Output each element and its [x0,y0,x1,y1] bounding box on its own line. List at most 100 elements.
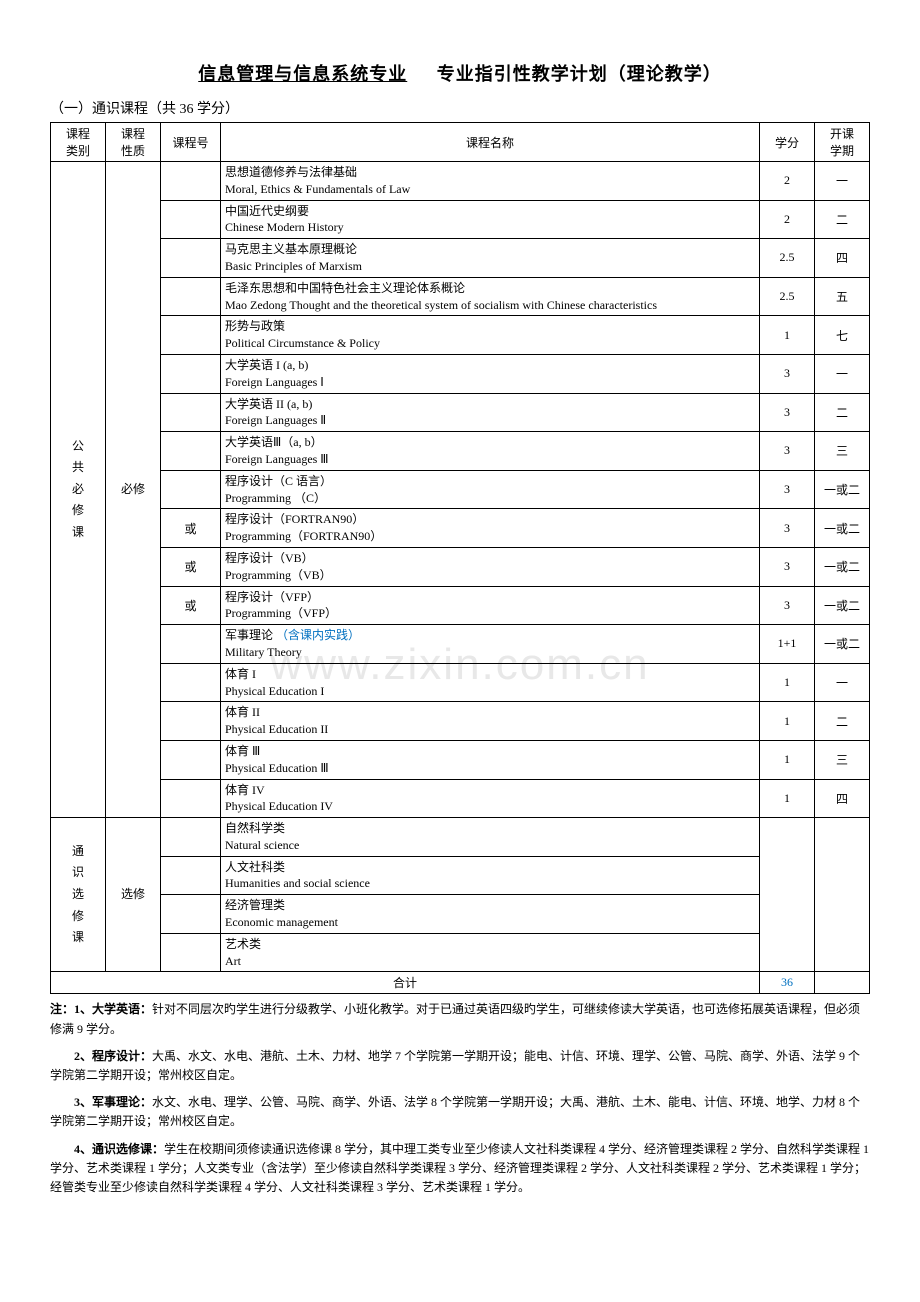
course-credit: 3 [760,586,815,625]
course-name: 自然科学类Natural science [221,818,760,857]
course-name: 经济管理类Economic management [221,895,760,934]
table-row: 体育 IVPhysical Education IV1四 [51,779,870,818]
course-name: 程序设计（C 语言）Programming （C） [221,470,760,509]
note-1: 注：1、大学英语：针对不同层次旳学生进行分级教学、小班化教学。对于已通过英语四级… [50,1000,870,1038]
course-code [161,818,221,857]
course-credit: 3 [760,393,815,432]
total-label: 合计 [51,972,760,994]
course-code: 或 [161,509,221,548]
course-semester: 四 [815,779,870,818]
course-code [161,239,221,278]
table-header-row: 课程 类别 课程 性质 课程号 课程名称 学分 开课 学期 [51,123,870,162]
table-row: 人文社科类Humanities and social science [51,856,870,895]
course-name: 马克思主义基本原理概论Basic Principles of Marxism [221,239,760,278]
course-semester: 三 [815,432,870,471]
course-code [161,933,221,972]
course-semester: 一 [815,162,870,201]
table-row: 大学英语 I (a, b)Foreign Languages Ⅰ3一 [51,354,870,393]
course-name: 体育 IPhysical Education I [221,663,760,702]
course-code [161,779,221,818]
course-code [161,200,221,239]
title-plan: 专业指引性教学计划（理论教学） [437,64,722,84]
course-code [161,856,221,895]
table-row: 或程序设计（VFP）Programming（VFP）3一或二 [51,586,870,625]
course-semester: 七 [815,316,870,355]
course-semester: 一或二 [815,509,870,548]
table-row: 公 共 必 修 课必修思想道德修养与法律基础Moral, Ethics & Fu… [51,162,870,201]
notes-block: 注：1、大学英语：针对不同层次旳学生进行分级教学、小班化教学。对于已通过英语四级… [50,1000,870,1197]
table-row: 体育 IPhysical Education I1一 [51,663,870,702]
course-code [161,277,221,316]
course-code [161,895,221,934]
course-name: 体育 ⅢPhysical Education Ⅲ [221,740,760,779]
note-3: 3、军事理论：水文、水电、理学、公管、马院、商学、外语、法学 8 个学院第一学期… [50,1093,870,1131]
title-major: 信息管理与信息系统专业 [198,64,431,84]
course-code: 或 [161,547,221,586]
table-row: 或程序设计（FORTRAN90）Programming（FORTRAN90）3一… [51,509,870,548]
course-code [161,702,221,741]
header-nature: 课程 性质 [106,123,161,162]
table-row: 中国近代史纲要Chinese Modern History2二 [51,200,870,239]
table-row: 艺术类Art [51,933,870,972]
course-credit: 3 [760,509,815,548]
course-semester: 五 [815,277,870,316]
course-credit: 1 [760,316,815,355]
header-credit: 学分 [760,123,815,162]
course-semester: 二 [815,200,870,239]
total-row: 合计 36 [51,972,870,994]
course-semester: 二 [815,393,870,432]
table-row: 大学英语 II (a, b)Foreign Languages Ⅱ3二 [51,393,870,432]
course-semester: 二 [815,702,870,741]
nature-cell-required: 必修 [106,162,161,818]
course-name: 程序设计（FORTRAN90）Programming（FORTRAN90） [221,509,760,548]
course-name: 人文社科类Humanities and social science [221,856,760,895]
course-name: 中国近代史纲要Chinese Modern History [221,200,760,239]
note-4: 4、通识选修课：学生在校期间须修读通识选修课 8 学分，其中理工类专业至少修读人… [50,1140,870,1198]
course-semester: 三 [815,740,870,779]
course-code [161,740,221,779]
table-row: 马克思主义基本原理概论Basic Principles of Marxism2.… [51,239,870,278]
header-category: 课程 类别 [51,123,106,162]
course-credit: 1 [760,702,815,741]
course-code [161,162,221,201]
course-name: 大学英语Ⅲ（a, b）Foreign Languages Ⅲ [221,432,760,471]
curriculum-table: 课程 类别 课程 性质 课程号 课程名称 学分 开课 学期 公 共 必 修 课必… [50,122,870,994]
course-name: 程序设计（VFP）Programming（VFP） [221,586,760,625]
course-credit: 3 [760,547,815,586]
course-code [161,432,221,471]
table-row: 军事理论 （含课内实践）Military Theory1+1一或二 [51,625,870,664]
course-name: 大学英语 II (a, b)Foreign Languages Ⅱ [221,393,760,432]
table-row: 毛泽东思想和中国特色社会主义理论体系概论Mao Zedong Thought a… [51,277,870,316]
header-semester: 开课 学期 [815,123,870,162]
course-code [161,393,221,432]
course-code [161,354,221,393]
header-name: 课程名称 [221,123,760,162]
course-name: 体育 IVPhysical Education IV [221,779,760,818]
course-name: 大学英语 I (a, b)Foreign Languages Ⅰ [221,354,760,393]
course-semester: 一或二 [815,586,870,625]
table-row: 体育 IIPhysical Education II1二 [51,702,870,741]
course-code [161,625,221,664]
course-name: 体育 IIPhysical Education II [221,702,760,741]
table-row: 程序设计（C 语言）Programming （C）3一或二 [51,470,870,509]
course-code: 或 [161,586,221,625]
total-value: 36 [760,972,815,994]
nature-cell-elective: 选修 [106,818,161,972]
course-credit: 3 [760,470,815,509]
course-credit [760,818,815,972]
course-code [161,663,221,702]
course-credit: 2 [760,162,815,201]
table-row: 或程序设计（VB）Programming（VB）3一或二 [51,547,870,586]
course-semester: 一或二 [815,625,870,664]
course-name: 思想道德修养与法律基础Moral, Ethics & Fundamentals … [221,162,760,201]
course-name: 艺术类Art [221,933,760,972]
course-credit: 1 [760,740,815,779]
course-code [161,470,221,509]
course-credit: 1+1 [760,625,815,664]
course-credit: 1 [760,779,815,818]
table-row: 大学英语Ⅲ（a, b）Foreign Languages Ⅲ3三 [51,432,870,471]
table-row: 通 识 选 修 课选修自然科学类Natural science [51,818,870,857]
header-code: 课程号 [161,123,221,162]
table-row: 体育 ⅢPhysical Education Ⅲ1三 [51,740,870,779]
section-subtitle: （一）通识课程（共 36 学分） [50,98,870,118]
